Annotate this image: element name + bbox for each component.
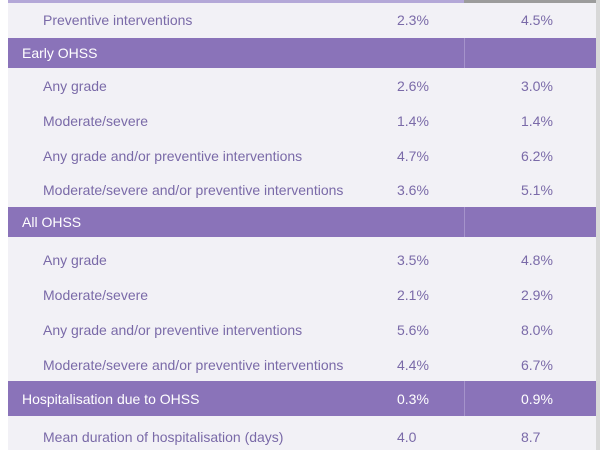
value-col-2: 4.5% <box>521 11 553 28</box>
value-col-2: 6.2% <box>521 147 553 164</box>
value-col-2: 0.9% <box>521 390 553 407</box>
table-row: Moderate/severe 2.1% 2.9% <box>8 277 596 312</box>
value-col-1: 2.1% <box>397 286 429 303</box>
value-col-1: 3.6% <box>397 181 429 198</box>
table-row: Any grade and/or preventive intervention… <box>8 312 596 347</box>
right-edge-border <box>596 0 600 450</box>
value-col-2: 4.8% <box>521 251 553 268</box>
value-col-2: 2.9% <box>521 286 553 303</box>
value-col-2: 6.7% <box>521 356 553 373</box>
row-label: Hospitalisation due to OHSS <box>22 390 200 407</box>
value-col-1: 2.6% <box>397 77 429 94</box>
value-col-1: 2.3% <box>397 11 429 28</box>
table-row-preventive-interventions: Preventive interventions 2.3% 4.5% <box>8 2 596 37</box>
row-label: Mean duration of hospitalisation (days) <box>43 428 284 445</box>
row-label: Moderate/severe and/or preventive interv… <box>43 356 344 373</box>
table-row: Any grade 3.5% 4.8% <box>8 242 596 277</box>
table-row: Moderate/severe and/or preventive interv… <box>8 172 596 207</box>
row-label: Moderate/severe <box>43 286 149 303</box>
value-col-1: 4.4% <box>397 356 429 373</box>
section-divider <box>464 38 465 68</box>
table-row-mean-duration: Mean duration of hospitalisation (days) … <box>8 419 596 450</box>
row-label: Any grade <box>43 77 107 94</box>
column-accent-left <box>8 0 464 3</box>
row-label: Any grade and/or preventive intervention… <box>43 321 303 338</box>
value-col-1: 4.7% <box>397 147 429 164</box>
section-header-all-ohss: All OHSS <box>8 207 596 237</box>
row-label: Any grade <box>43 251 107 268</box>
section-divider <box>464 207 465 237</box>
ohss-results-table: Preventive interventions 2.3% 4.5% Early… <box>8 0 596 450</box>
value-col-2: 3.0% <box>521 77 553 94</box>
value-col-2: 1.4% <box>521 112 553 129</box>
row-label: Any grade and/or preventive intervention… <box>43 147 303 164</box>
row-label: Moderate/severe and/or preventive interv… <box>43 181 344 198</box>
table-row: Any grade 2.6% 3.0% <box>8 68 596 103</box>
table-row: Moderate/severe 1.4% 1.4% <box>8 103 596 138</box>
row-label: Preventive interventions <box>43 11 193 28</box>
row-label: Moderate/severe <box>43 112 149 129</box>
section-title: All OHSS <box>22 214 82 230</box>
value-col-2: 8.0% <box>521 321 553 338</box>
value-col-1: 5.6% <box>397 321 429 338</box>
value-col-1: 1.4% <box>397 112 429 129</box>
table-row-hospitalisation: Hospitalisation due to OHSS 0.3% 0.9% <box>8 381 596 416</box>
section-divider <box>464 381 465 416</box>
value-col-1: 3.5% <box>397 251 429 268</box>
value-col-1: 4.0 <box>397 428 417 445</box>
section-header-early-ohss: Early OHSS <box>8 38 596 68</box>
value-col-2: 8.7 <box>521 428 541 445</box>
table-row: Any grade and/or preventive intervention… <box>8 138 596 173</box>
table-row: Moderate/severe and/or preventive interv… <box>8 347 596 382</box>
value-col-1: 0.3% <box>397 390 429 407</box>
section-title: Early OHSS <box>22 45 98 61</box>
column-accent-right <box>464 0 596 3</box>
value-col-2: 5.1% <box>521 181 553 198</box>
